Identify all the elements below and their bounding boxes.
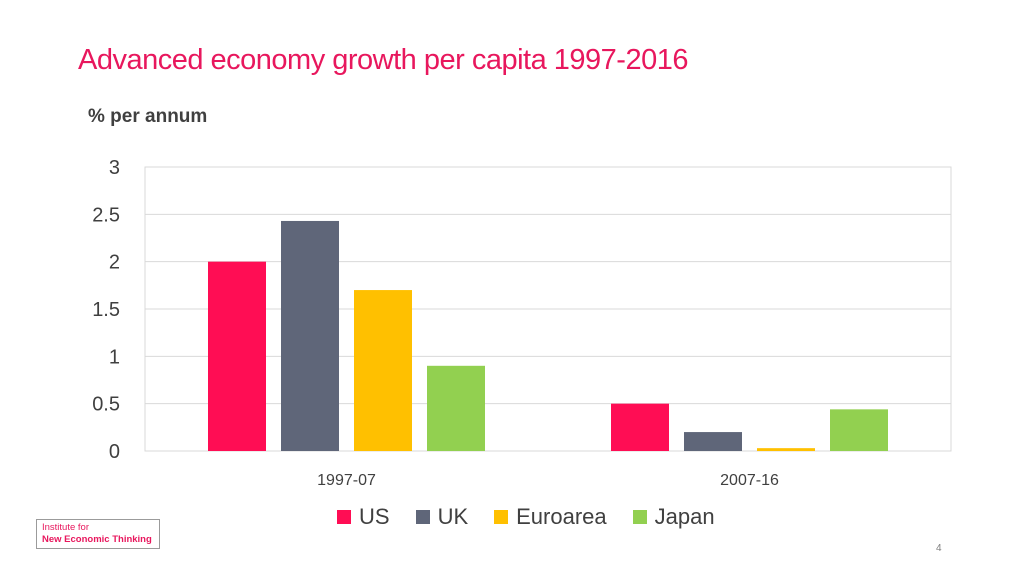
legend-swatch [337, 510, 351, 524]
y-tick-label: 2 [109, 252, 120, 274]
y-tick-label: 0 [109, 441, 120, 463]
bar-chart: 0 0.5 1 1.5 2 2.5 3 1997-07 2007-16 [92, 157, 952, 489]
legend-swatch [632, 510, 647, 524]
bar-uk-2007-16 [684, 432, 742, 451]
bar-japan-2007-16 [830, 409, 888, 451]
page-number: 4 [936, 543, 942, 554]
y-axis-unit-label: % per annum [88, 106, 208, 127]
y-tick-label: 1 [109, 346, 120, 368]
y-tick-label: 1.5 [92, 299, 120, 321]
legend-label: Euroarea [516, 504, 607, 529]
y-tick-label: 0.5 [92, 394, 120, 416]
y-tick-label: 3 [109, 157, 120, 179]
logo-line-2: New Economic Thinking [42, 534, 152, 545]
legend-item-uk: UK [415, 504, 469, 530]
legend-item-euroarea: Euroarea [494, 504, 607, 530]
legend-swatch [415, 510, 430, 524]
bar-uk-1997-07 [281, 220, 339, 451]
legend-label: Japan [654, 504, 715, 529]
chart-legend: US UK Euroarea Japan [337, 504, 715, 530]
x-category-label: 1997-07 [317, 472, 376, 489]
legend-label: US [359, 504, 390, 529]
institute-logo: Institute for New Economic Thinking [36, 519, 160, 549]
legend-swatch [494, 510, 509, 524]
legend-label: UK [437, 504, 469, 529]
legend-item-japan: Japan [632, 504, 715, 530]
bar-us-2007-16 [611, 403, 669, 451]
legend-item-us: US [337, 504, 390, 530]
bar-japan-1997-07 [427, 365, 485, 451]
bar-euroarea-1997-07 [354, 290, 412, 451]
bar-us-1997-07 [208, 261, 266, 451]
x-category-label: 2007-16 [720, 472, 779, 489]
slide-title: Advanced economy growth per capita 1997-… [78, 44, 688, 76]
y-tick-label: 2.5 [92, 204, 120, 226]
bar-euroarea-2007-16 [757, 448, 815, 451]
logo-line-1: Institute for [42, 522, 89, 533]
